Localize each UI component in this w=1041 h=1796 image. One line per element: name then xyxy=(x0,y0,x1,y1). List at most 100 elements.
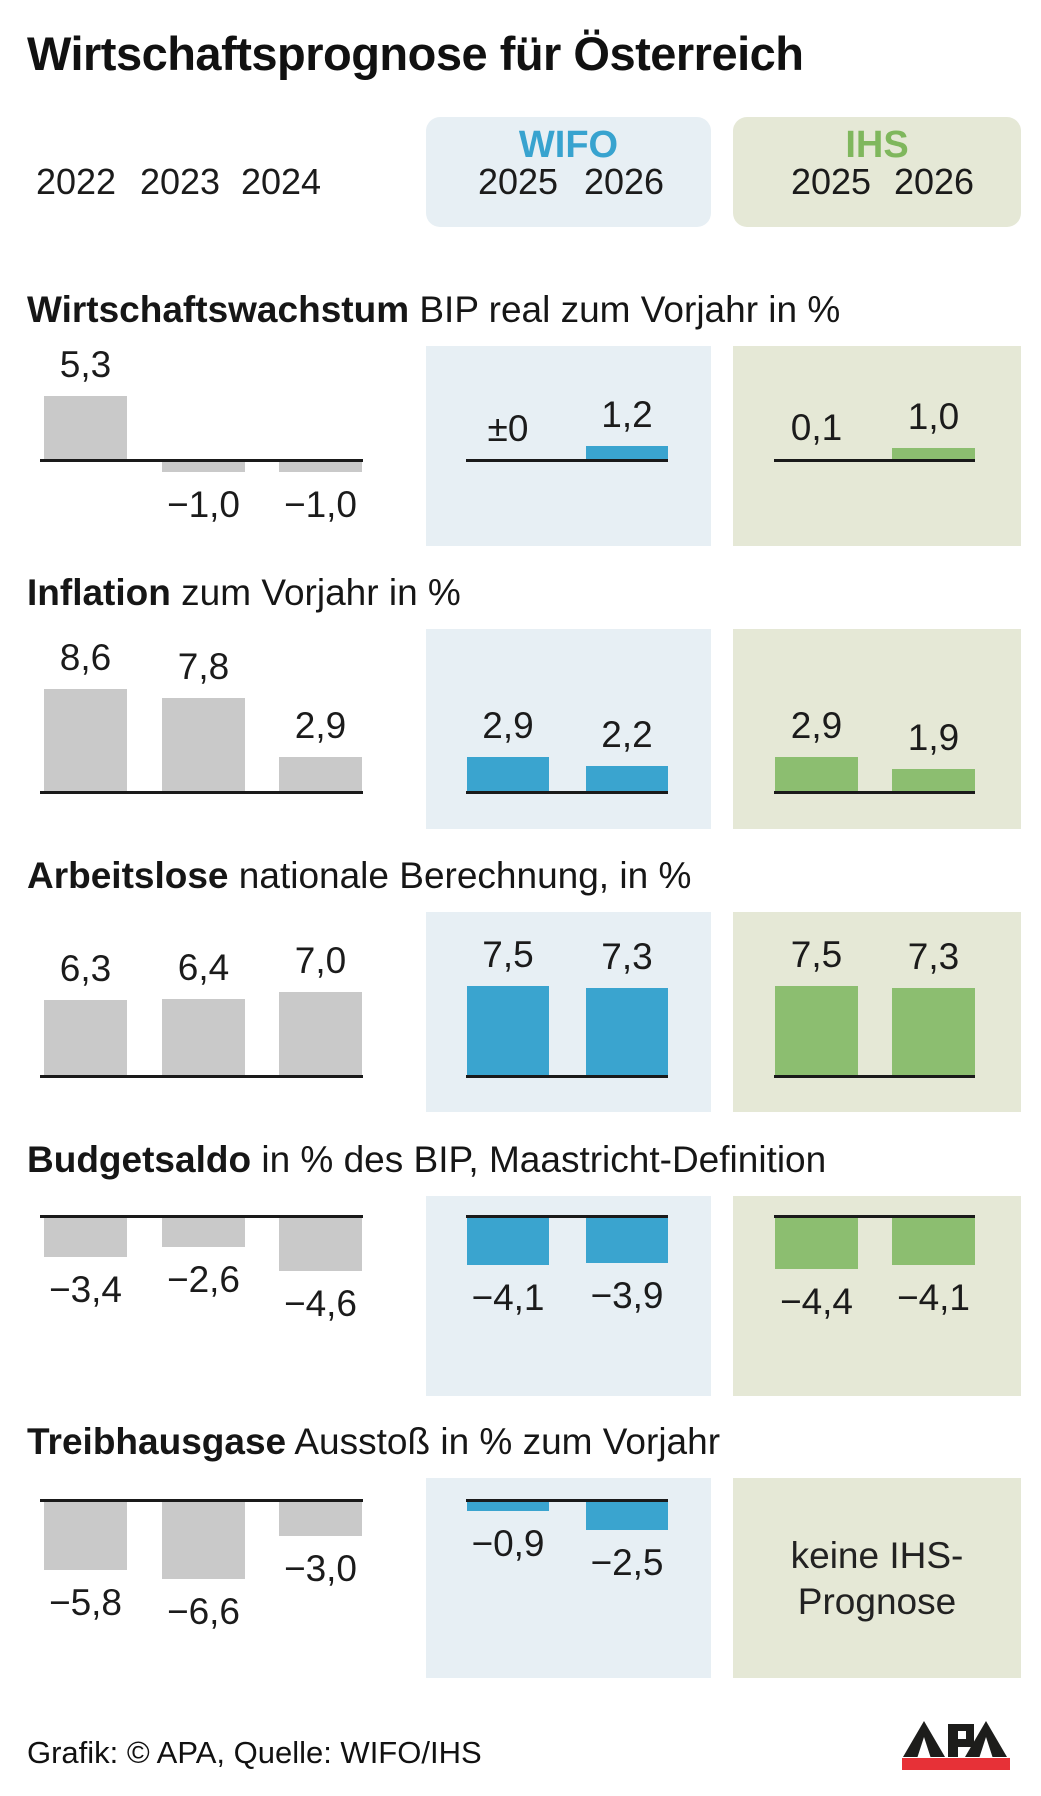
bar xyxy=(775,757,858,792)
year-label-ihs-2026: 2026 xyxy=(893,161,975,202)
bar xyxy=(586,766,668,792)
bar xyxy=(162,999,245,1076)
ihs-no-forecast-note: Prognose xyxy=(797,1581,957,1622)
ihs-panel xyxy=(733,629,1021,829)
year-label-wifo-2025: 2025 xyxy=(477,161,559,202)
section-heading-rest: BIP real zum Vorjahr in % xyxy=(409,289,841,330)
year-label-2024: 2024 xyxy=(240,161,322,202)
section-heading-rest: nationale Berechnung, in % xyxy=(228,855,692,896)
year-label-2023: 2023 xyxy=(139,161,221,202)
bar xyxy=(586,446,668,460)
bar xyxy=(892,769,975,792)
bar xyxy=(279,460,362,472)
bar xyxy=(467,986,549,1076)
apa-logo-graphic xyxy=(902,1721,1010,1770)
bar-label: −4,1 xyxy=(471,1277,545,1318)
ihs-panel xyxy=(733,1478,1021,1678)
bar-label: −6,6 xyxy=(166,1591,241,1632)
baseline xyxy=(40,1215,363,1218)
bar-label: −4,1 xyxy=(896,1277,971,1318)
baseline xyxy=(774,791,975,794)
bar-label: −2,6 xyxy=(166,1259,241,1300)
bar-label: 6,3 xyxy=(59,948,112,989)
baseline xyxy=(774,1075,975,1078)
bar xyxy=(775,1216,858,1269)
page-title: Wirtschaftsprognose für Österreich xyxy=(27,27,804,80)
bar xyxy=(162,698,245,792)
wifo-institute-label: WIFO xyxy=(518,124,619,166)
bar-label: 1,0 xyxy=(907,396,960,437)
baseline xyxy=(466,791,668,794)
bar xyxy=(279,992,362,1076)
baseline xyxy=(40,459,363,462)
section-heading-bold: Wirtschaftswachstum xyxy=(27,289,410,330)
bar xyxy=(279,1500,362,1536)
bar-label: 6,4 xyxy=(177,947,230,988)
bar xyxy=(162,1500,245,1579)
bar-label: 7,3 xyxy=(601,936,653,977)
baseline xyxy=(466,1215,668,1218)
bar-label: 2,9 xyxy=(482,705,534,746)
ihs-no-forecast-note: keine IHS- xyxy=(790,1535,964,1576)
bar-label: −1,0 xyxy=(283,484,358,525)
bar-label: −4,6 xyxy=(283,1283,358,1324)
wifo-header-box xyxy=(426,117,711,227)
bar-label: 2,9 xyxy=(790,705,843,746)
bar-label: −0,9 xyxy=(471,1523,545,1564)
bar xyxy=(44,1216,127,1257)
bar-label: −1,0 xyxy=(166,484,241,525)
year-label-2022: 2022 xyxy=(35,161,117,202)
ihs-header-box xyxy=(733,117,1021,227)
bar-label: −3,4 xyxy=(48,1269,123,1310)
bar-label: 1,2 xyxy=(601,394,653,435)
section-heading: Wirtschaftswachstum BIP real zum Vorjahr… xyxy=(27,289,840,331)
bar xyxy=(44,396,127,460)
section-heading: Treibhausgase Ausstoß in % zum Vorjahr xyxy=(27,1421,720,1463)
baseline xyxy=(774,459,975,462)
year-label-wifo-2026: 2026 xyxy=(583,161,665,202)
bar xyxy=(892,988,975,1076)
baseline xyxy=(466,1499,668,1502)
bar-label: 7,5 xyxy=(482,934,534,975)
bar xyxy=(586,1500,668,1530)
section-heading-bold: Treibhausgase xyxy=(27,1421,287,1462)
bar xyxy=(467,1500,549,1511)
section-heading-rest: Ausstoß in % zum Vorjahr xyxy=(286,1421,721,1462)
bar-label: 7,0 xyxy=(294,940,347,981)
apa-logo xyxy=(901,1720,1011,1777)
bar xyxy=(892,448,975,460)
bar xyxy=(44,689,127,792)
section-heading: Inflation zum Vorjahr in % xyxy=(27,572,461,614)
bar-label: 7,5 xyxy=(790,934,843,975)
bar-label: 7,8 xyxy=(177,646,230,687)
section-heading-rest: in % des BIP, Maastricht-Definition xyxy=(251,1139,827,1180)
section-heading-bold: Inflation xyxy=(27,572,171,613)
bar-label: 8,6 xyxy=(59,637,112,678)
bar-label: −3,0 xyxy=(283,1548,358,1589)
baseline xyxy=(774,1215,975,1218)
bar-label: −2,5 xyxy=(590,1542,664,1583)
baseline xyxy=(466,1075,668,1078)
footer-credit: Grafik: © APA, Quelle: WIFO/IHS xyxy=(27,1735,482,1770)
bar-label: −3,9 xyxy=(590,1275,664,1316)
bar xyxy=(892,1216,975,1265)
bar xyxy=(162,1216,245,1247)
bar xyxy=(279,1216,362,1271)
ihs-institute-label: IHS xyxy=(845,124,909,166)
bar-label: 5,3 xyxy=(59,344,112,385)
bar xyxy=(586,1216,668,1263)
bar xyxy=(162,460,245,472)
baseline xyxy=(40,1075,363,1078)
wifo-panel xyxy=(426,629,711,829)
bar-label: 2,2 xyxy=(601,714,653,755)
bar xyxy=(467,1216,549,1265)
baseline xyxy=(40,791,363,794)
section-heading-rest: zum Vorjahr in % xyxy=(170,572,461,613)
bar-label: −5,8 xyxy=(48,1582,123,1623)
bar-label: ±0 xyxy=(487,408,529,449)
section-heading: Arbeitslose nationale Berechnung, in % xyxy=(27,855,691,897)
section-heading: Budgetsaldo in % des BIP, Maastricht-Def… xyxy=(27,1139,826,1181)
baseline xyxy=(40,1499,363,1502)
year-label-ihs-2025: 2025 xyxy=(790,161,872,202)
